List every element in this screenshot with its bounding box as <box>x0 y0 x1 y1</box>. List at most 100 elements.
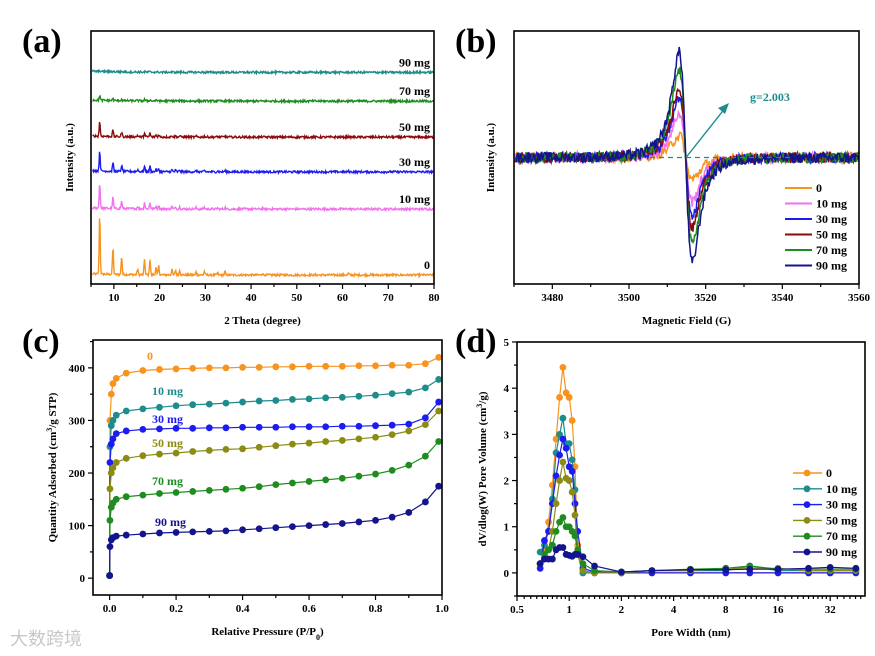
series-label: 50 mg <box>152 436 183 450</box>
isotherm-point <box>106 543 114 551</box>
isotherm-point <box>106 516 114 524</box>
isotherm-point <box>222 445 230 453</box>
isotherm-point <box>122 427 130 435</box>
x-tick-label: 30 <box>200 292 212 304</box>
y-axis-title: Quantity Adsorbed (cm3/g STP) <box>45 392 60 542</box>
x-axis-title-text: Magnetic Field (G) <box>642 315 732 327</box>
x-tick-label: 10 <box>108 292 120 304</box>
series-label: 90 mg <box>155 515 186 529</box>
isotherm-point <box>272 524 280 532</box>
x-tick-label: 2 <box>619 604 625 616</box>
x-axis-title: Magnetic Field (G) <box>642 315 732 327</box>
isotherm-point <box>272 363 280 371</box>
series-label: 10 mg <box>399 192 430 206</box>
isotherm-point <box>322 438 330 445</box>
psd-point <box>574 551 582 558</box>
panel-label-a: (a) <box>22 23 62 60</box>
isotherm-point <box>355 422 363 430</box>
psd-point <box>568 488 576 496</box>
isotherm-point <box>139 425 147 433</box>
isotherm-point <box>372 422 379 430</box>
x-tick-label: 1.0 <box>435 603 449 615</box>
psd-point <box>559 544 567 551</box>
psd-point <box>541 537 548 544</box>
series-label: 0 <box>147 349 153 363</box>
x-tick-label: 60 <box>337 292 349 304</box>
x-tick-label: 1 <box>566 604 572 616</box>
psd-point <box>552 472 560 480</box>
isotherm-point <box>222 527 230 535</box>
psd-point <box>568 456 576 464</box>
psd-point <box>545 518 552 526</box>
psd-point <box>565 394 573 401</box>
isotherm-point <box>189 448 197 455</box>
x-tick-label: 32 <box>825 604 837 616</box>
x-tick-label: 3560 <box>848 292 871 304</box>
isotherm-point <box>222 485 230 493</box>
isotherm-point <box>289 523 296 531</box>
isotherm-point <box>156 425 163 433</box>
isotherm-point <box>239 526 246 534</box>
psd-point <box>571 532 579 540</box>
isotherm-point <box>112 374 120 382</box>
legend-label: 10 mg <box>826 482 857 496</box>
psd-point <box>617 568 625 576</box>
isotherm-point <box>239 445 246 453</box>
psd-point <box>571 511 579 519</box>
isotherm-point <box>388 361 396 369</box>
isotherm-point <box>338 362 346 370</box>
isotherm-point <box>239 423 246 431</box>
isotherm-point <box>272 397 280 404</box>
psd-point <box>826 563 834 571</box>
plot-frame-d <box>516 341 866 597</box>
isotherm-point <box>322 394 330 402</box>
series-label: 90 mg <box>399 55 430 69</box>
psd-point <box>556 477 563 484</box>
series-label: 30 mg <box>152 412 183 426</box>
legend-marker <box>803 501 811 508</box>
psd-point <box>687 566 694 574</box>
isotherm-point <box>405 461 413 469</box>
isotherm-point <box>109 417 117 424</box>
isotherm-point <box>372 470 379 478</box>
isotherm-point <box>355 472 363 480</box>
isotherm-point <box>338 422 346 430</box>
legend-marker <box>803 485 811 493</box>
isotherm-point <box>112 495 120 503</box>
epr-series-line <box>514 46 860 264</box>
x-tick-label: 0.4 <box>236 603 250 615</box>
x-tick-label: 16 <box>772 604 784 616</box>
psd-point <box>552 500 560 508</box>
x-tick-label: 8 <box>723 604 729 616</box>
isotherm-point <box>322 362 330 370</box>
isotherm-point <box>205 527 213 535</box>
legend-label: 0 <box>816 181 822 195</box>
y-tick-label: 100 <box>69 521 86 533</box>
isotherm-point <box>107 469 115 477</box>
panel-label-b: (b) <box>455 23 497 60</box>
y-tick-label: 0 <box>504 568 510 580</box>
isotherm-point <box>189 401 197 409</box>
psd-point <box>746 565 754 573</box>
y-tick-label: 1 <box>504 522 510 534</box>
y-axis-title-text: Intansity (a.u.) <box>485 122 497 192</box>
isotherm-point <box>289 479 296 487</box>
panel-label-d: (d) <box>455 323 497 360</box>
legend-label: 30 mg <box>816 212 847 226</box>
isotherm-point <box>172 489 180 496</box>
isotherm-point <box>189 364 197 372</box>
watermark: 大数跨境 <box>10 629 82 650</box>
x-tick-label: 3540 <box>771 292 794 304</box>
isotherm-point <box>139 405 147 413</box>
psd-point <box>722 566 730 574</box>
y-axis-title-text: Quantity Adsorbed (cm <box>47 432 59 543</box>
isotherm-point <box>222 399 230 407</box>
isotherm-point <box>156 403 163 411</box>
isotherm-point <box>421 384 429 392</box>
panel-label-c: (c) <box>22 323 60 360</box>
x-tick-label: 3480 <box>541 292 564 304</box>
psd-point <box>552 527 560 535</box>
isotherm-point <box>388 431 396 439</box>
x-tick-label: 80 <box>429 292 441 304</box>
y-tick-label: 2 <box>504 476 510 488</box>
